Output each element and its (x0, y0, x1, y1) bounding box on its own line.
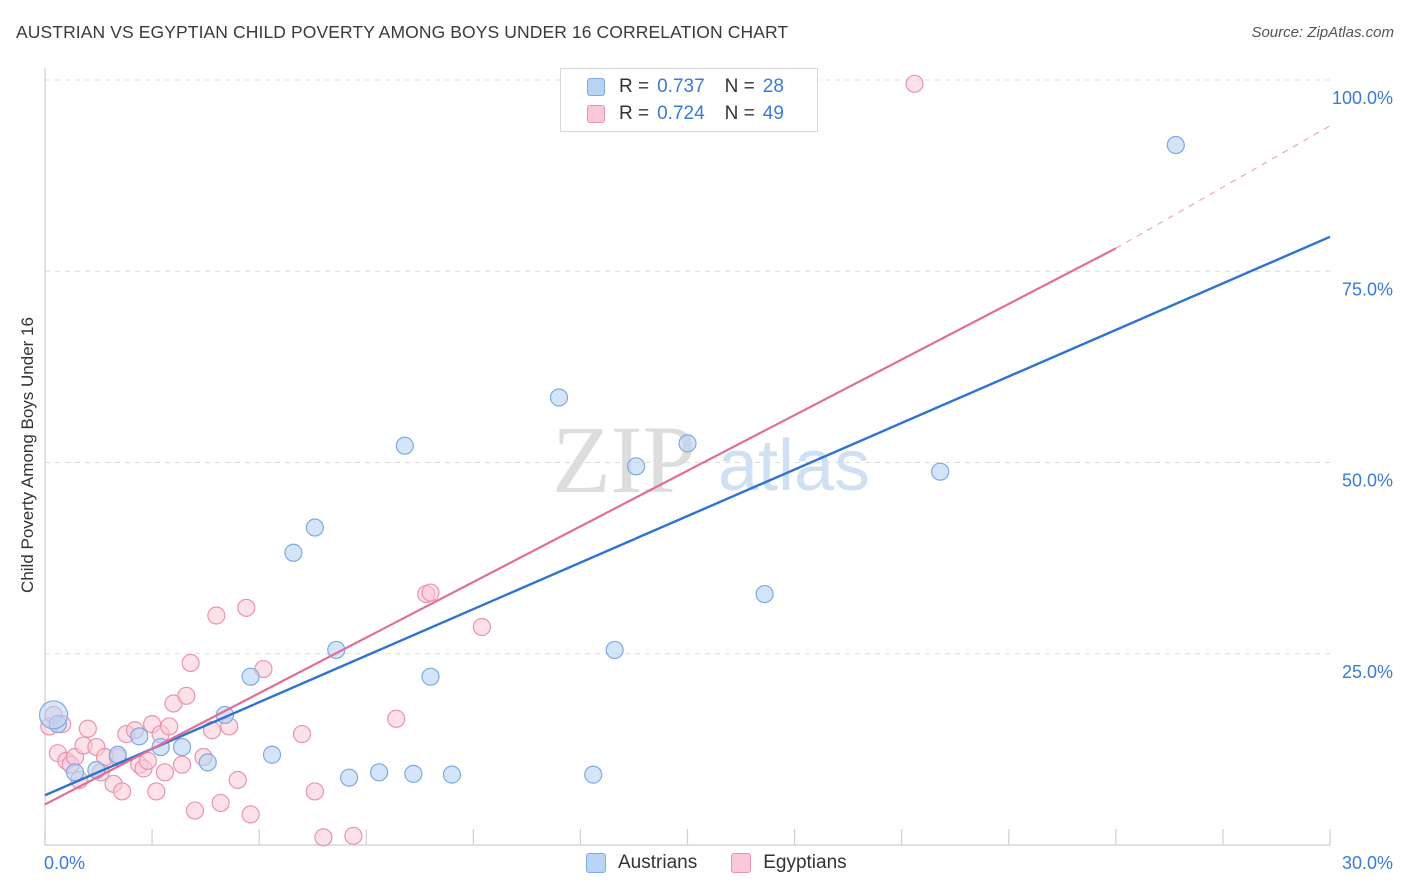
legend-r-label: R = (619, 76, 650, 97)
egyptians-legend-label: Egyptians (763, 852, 847, 873)
austrians-point (130, 727, 149, 746)
egyptians-point (237, 598, 256, 617)
egyptians-swatch (587, 105, 605, 123)
austrians-points (38, 135, 1185, 787)
legend-n-value: 49 (762, 103, 784, 124)
y-axis-label: Child Poverty Among Boys Under 16 (18, 317, 37, 593)
egyptians-point (241, 805, 260, 824)
chart-title: AUSTRIAN VS EGYPTIAN CHILD POVERTY AMONG… (16, 22, 789, 42)
egyptians-point (344, 826, 363, 845)
egyptians-point (292, 724, 312, 744)
egyptians-point (305, 782, 324, 801)
egyptians-point (905, 74, 924, 93)
legend-row-egyptians: R = 0.724 N = 49 (587, 102, 784, 126)
egyptians-point (314, 828, 333, 847)
austrians-point (305, 518, 324, 537)
legend-item-egyptians[interactable]: Egyptians (731, 852, 847, 874)
austrians-point (1166, 135, 1185, 155)
austrians-point (605, 640, 624, 660)
austrians-point (198, 753, 217, 772)
austrians-legend-swatch (586, 853, 606, 873)
grid-layer (45, 79, 1330, 655)
legend-n-label: N = (724, 103, 755, 124)
austrians-point (931, 462, 950, 481)
austrians-point (172, 737, 192, 757)
austrians-point (421, 667, 440, 686)
egyptians-point (112, 782, 132, 801)
austrians-cluster-point (38, 700, 69, 730)
trend-lines (44, 125, 1331, 806)
legend-n-label: N = (724, 76, 755, 97)
y-tick-label: 50.0% (1342, 471, 1393, 491)
source-label: Source: ZipAtlas.com (1251, 24, 1394, 41)
x-tick-label: 0.0% (44, 853, 85, 873)
correlation-legend: R = 0.737 N = 28 R = 0.724 N = 49 (560, 68, 818, 132)
egyptians-trend-line (44, 247, 1117, 806)
y-tick-label: 25.0% (1342, 662, 1393, 682)
egyptians-trend-extension (1115, 125, 1331, 249)
austrians-point (442, 765, 462, 784)
austrians-point (395, 436, 414, 455)
austrians-point (549, 388, 569, 407)
egyptians-point (387, 709, 406, 728)
legend-item-austrians[interactable]: Austrians (586, 852, 697, 874)
egyptians-point (138, 751, 157, 770)
egyptians-point (172, 755, 192, 774)
egyptians-point (177, 686, 196, 705)
tick-labels: 25.0% 50.0% 75.0% 100.0% 0.0% 30.0% (44, 88, 1393, 873)
austrians-point (678, 434, 697, 453)
egyptians-point (147, 782, 166, 801)
legend-r-value: 0.737 (657, 76, 705, 97)
y-tick-label: 75.0% (1342, 279, 1393, 299)
egyptians-points (40, 74, 924, 847)
egyptians-point (78, 719, 97, 738)
egyptians-point (211, 793, 230, 813)
austrians-swatch (587, 78, 605, 96)
austrians-point (340, 768, 359, 787)
austrians-point (626, 457, 646, 476)
austrians-point (755, 584, 774, 604)
x-tick-label: 30.0% (1342, 853, 1393, 873)
legend-r-label: R = (619, 103, 650, 124)
austrians-point (241, 667, 260, 686)
austrians-point (584, 765, 603, 784)
egyptians-point (207, 606, 226, 625)
egyptians-point (181, 653, 200, 673)
watermark-zip: ZIP (552, 406, 696, 513)
austrians-trend-line (44, 235, 1331, 797)
austrians-point (370, 763, 389, 782)
egyptians-legend-swatch (731, 853, 752, 873)
egyptians-point (228, 770, 247, 790)
austrians-point (404, 764, 423, 783)
egyptians-point (155, 763, 175, 782)
legend-r-value: 0.724 (657, 103, 705, 124)
egyptians-point (185, 801, 205, 820)
austrians-point (65, 763, 85, 782)
austrians-legend-label: Austrians (618, 852, 698, 873)
egyptians-point (160, 717, 179, 736)
egyptians-point (472, 617, 491, 637)
austrians-point (284, 543, 303, 562)
egyptians-point (421, 583, 440, 602)
legend-n-value: 28 (762, 76, 784, 97)
legend-row-austrians: R = 0.737 N = 28 (587, 75, 784, 99)
series-legend: Austrians Egyptians (586, 852, 881, 874)
austrians-point (262, 745, 282, 764)
y-tick-label: 100.0% (1332, 88, 1393, 108)
